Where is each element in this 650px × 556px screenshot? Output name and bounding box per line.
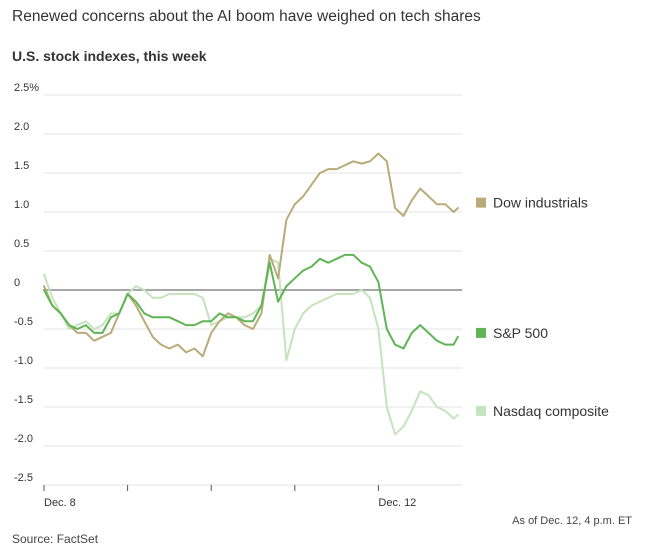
x-tick-label: Dec. 12 <box>378 497 416 509</box>
y-tick-label: -2.0 <box>14 433 33 445</box>
x-axis-ticks: Dec. 8 Dec. 12 <box>43 485 416 509</box>
legend-label-nasdaq-composite: Nasdaq composite <box>493 403 609 419</box>
legend-swatch-dow-industrials <box>476 197 486 208</box>
x-tick-label: Dec. 8 <box>44 497 76 509</box>
legend-label-dow-industrials: Dow industrials <box>493 195 588 211</box>
y-tick-label: -0.5 <box>14 316 33 328</box>
y-tick-label: -1.0 <box>14 355 33 367</box>
clipped-headline-text: ... <box>185 0 305 2</box>
legend-swatch-nasdaq-composite <box>476 405 486 416</box>
series-lines <box>43 152 459 436</box>
y-tick-label: 2.5% <box>14 82 39 94</box>
series-line-nasdaq-composite <box>43 257 459 436</box>
clipped-headline-fragment: ... <box>185 0 305 2</box>
gridlines <box>44 94 462 486</box>
y-tick-label: 2.0 <box>14 121 29 133</box>
series-line-dow-industrials <box>43 152 459 358</box>
y-tick-label: -2.5 <box>14 472 33 484</box>
legend-label-s-p-500: S&P 500 <box>493 325 548 341</box>
chart-subtitle: Renewed concerns about the AI boom have … <box>12 8 481 25</box>
y-tick-label: -1.5 <box>14 394 33 406</box>
as-of-note: As of Dec. 12, 4 p.m. ET <box>512 515 632 527</box>
series-line-s-p-500 <box>43 253 459 350</box>
source-note: Source: FactSet <box>12 532 99 546</box>
y-tick-label: 0.5 <box>14 238 29 250</box>
y-tick-label: 1.5 <box>14 160 29 172</box>
y-axis-ticks: 2.5% 2.0 1.5 1.0 0.5 0 -0.5 -1.0 -1.5 -2.0 -2.5 <box>14 82 39 484</box>
legend: Dow industrials S&P 500 Nasdaq composite <box>476 195 609 419</box>
y-tick-label: 0 <box>14 277 20 289</box>
y-tick-label: 1.0 <box>14 199 29 211</box>
legend-swatch-s-p-500 <box>476 327 486 338</box>
chart-title: U.S. stock indexes, this week <box>12 48 207 64</box>
